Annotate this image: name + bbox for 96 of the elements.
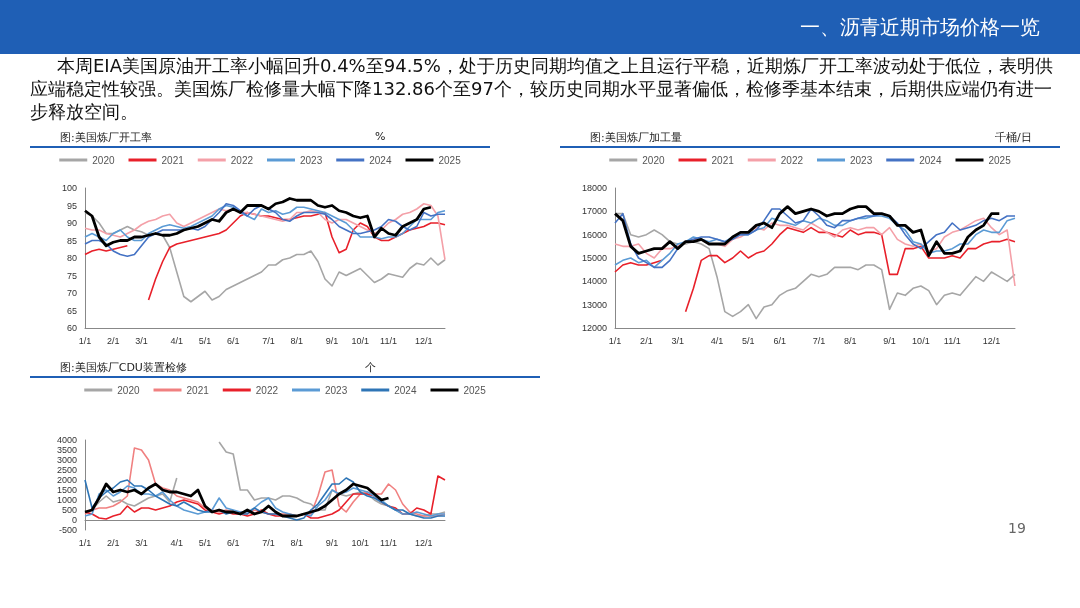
y-tick-label: 13000 [581,299,607,310]
x-tick-label: 8/1 [290,335,304,346]
y-axis-title: % [375,130,386,143]
x-tick-label: 9/1 [325,335,339,346]
legend-label: 2024 [919,154,942,166]
line-series [83,482,390,518]
legend-label: 2020 [92,154,115,166]
x-tick-label: 7/1 [812,335,826,346]
x-tick-label: 2/1 [106,537,120,548]
text: 一、沥青近期市场价格一览 [800,14,1040,41]
x-tick-label: 10/1 [351,335,370,346]
y-tick-label: 4000 [56,435,77,445]
x-tick-label: 4/1 [710,335,724,346]
legend-label: 2023 [850,154,873,166]
y-tick-label: 100 [61,183,77,193]
legend-label: 2021 [186,384,210,396]
x-tick-label: 11/1 [380,537,397,548]
x-tick-label: 6/1 [773,335,786,346]
x-tick-label: 8/1 [844,335,857,346]
x-tick-label: 7/1 [262,537,275,548]
y-tick-label: 60 [66,323,77,333]
y-axis-title: 千桶/日 [995,130,1032,145]
y-tick-label: 90 [66,218,77,228]
y-tick-label: 17000 [581,206,607,217]
y-tick-label: 65 [66,305,77,316]
text: 本周EIA美国原油开工率小幅回升0.4%至94.5%，处于历史同期均值之上且运行平稳，近期炼厂开工率波动处于低位，表明供应端稳定性较强。美国炼厂检修量大幅下降132.86个至97个，较历史同期水平显著偏低，检修季基本结束，后期供应端仍有进一步释放空间。 [30,54,1054,123]
y-tick-label: 3500 [56,445,77,455]
x-tick-label: 12/1 [415,335,433,346]
y-axis-title: 个 [365,360,376,375]
x-tick-label: 6/1 [226,335,240,346]
y-tick-label: 95 [66,200,77,211]
x-tick-label: 1/1 [78,537,92,548]
chart-title: 图:美国炼厂CDU装置检修 [60,360,187,375]
x-tick-label: 11/1 [380,335,397,346]
y-tick-label: 1000 [56,495,77,505]
legend-label: 2022 [230,154,254,166]
y-tick-label: 12000 [581,323,607,333]
x-tick-label: 4/1 [170,335,184,346]
y-tick-label: 1500 [56,485,77,495]
x-tick-label: 3/1 [135,335,148,346]
y-tick-label: 0 [71,515,77,525]
legend-label: 2020 [642,154,665,166]
y-tick-label: 70 [66,288,77,298]
legend-label: 2021 [161,154,185,166]
x-tick-label: 10/1 [912,335,930,346]
legend-label: 2021 [711,154,735,166]
x-tick-label: 9/1 [325,537,339,548]
x-tick-label: 1/1 [608,335,622,346]
x-tick-label: 4/1 [170,537,184,548]
x-tick-label: 5/1 [198,537,212,548]
y-tick-label: 3000 [56,455,77,465]
legend-label: 2023 [300,154,323,166]
line-series [614,217,1016,287]
line-series [84,204,446,242]
y-tick-label: 85 [66,235,77,246]
y-tick-label: 15000 [581,253,607,263]
x-tick-label: 8/1 [290,537,304,548]
x-tick-label: 2/1 [640,335,653,346]
chart-title: 图:美国炼厂加工量 [590,130,682,145]
x-tick-label: 9/1 [883,335,896,346]
y-tick-label: 18000 [581,183,607,193]
legend-label: 2024 [369,154,392,166]
legend-label: 2022 [780,154,804,166]
chart-title: 图:美国炼厂开工率 [60,130,152,145]
x-tick-label: 12/1 [415,537,433,548]
y-tick-label: 80 [66,253,77,263]
y-tick-label: 16000 [581,229,607,240]
y-tick-label: 75 [66,270,77,281]
line-series [614,212,1016,320]
x-tick-label: 10/1 [351,537,370,548]
legend-label: 2025 [463,384,487,396]
y-tick-label: 500 [61,505,77,515]
y-tick-label: 2500 [56,465,77,475]
y-tick-label: -500 [58,525,77,535]
legend-label: 2022 [255,384,279,396]
x-tick-label: 6/1 [226,537,240,548]
y-tick-label: 2000 [56,475,77,485]
x-tick-label: 2/1 [106,335,120,346]
legend-label: 2023 [325,384,348,396]
legend-label: 2024 [394,384,417,396]
x-tick-label: 3/1 [135,537,148,548]
line-series [83,197,433,248]
line-series [613,205,1001,258]
legend-label: 2025 [438,154,462,166]
x-tick-label: 12/1 [982,335,1001,346]
x-tick-label: 1/1 [78,335,92,346]
text: 19 [1008,520,1026,536]
x-tick-label: 7/1 [262,335,275,346]
x-tick-label: 5/1 [198,335,212,346]
line-series [84,485,446,517]
x-tick-label: 5/1 [742,335,755,346]
legend-label: 2025 [988,154,1012,166]
x-tick-label: 3/1 [671,335,684,346]
legend-label: 2020 [117,384,140,396]
y-tick-label: 14000 [581,276,607,287]
x-tick-label: 11/1 [943,335,961,346]
